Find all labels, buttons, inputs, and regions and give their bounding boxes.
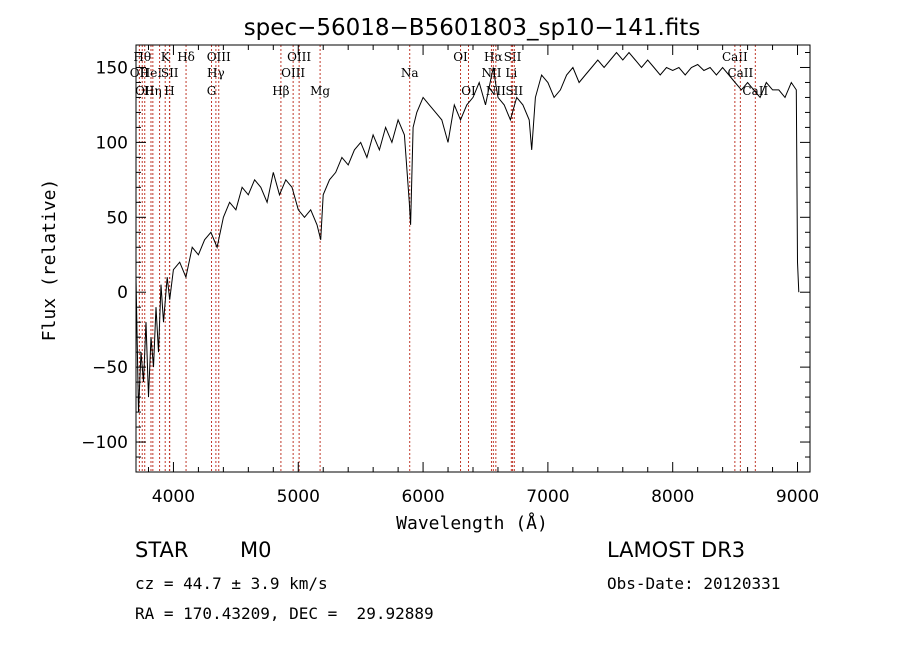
- y-axis-ticks: −100 −50 0 50 100 150: [81, 51, 810, 458]
- y-axis-label: Flux (relative): [39, 179, 60, 342]
- plot-frame: [135, 44, 811, 473]
- y-tick-label: 50: [106, 208, 128, 228]
- spectral-line-label: Hα: [484, 50, 503, 64]
- spectral-line-label: Li: [505, 66, 517, 80]
- coordinates: RA = 170.43209, DEC = 29.92889: [135, 604, 434, 623]
- spectral-line-label: CaII: [722, 50, 748, 64]
- spectral-line-label: K: [161, 50, 171, 64]
- spectral-line-label: OIII: [207, 50, 231, 64]
- x-tick-label: 6000: [401, 487, 444, 507]
- spectral-line-label: OI: [453, 50, 468, 64]
- spectral-line-label: OI: [461, 84, 476, 98]
- chart-title: spec−56018−B5601803_sp10−141.fits: [244, 15, 701, 41]
- y-tick-label: −100: [81, 433, 128, 453]
- spectral-line-label: CaII: [727, 66, 753, 80]
- x-tick-label: 9000: [776, 487, 819, 507]
- observation-date: Obs-Date: 20120331: [607, 574, 781, 593]
- spectral-line-label: HeI: [140, 66, 163, 80]
- spectral-line-label: Na: [401, 66, 419, 80]
- spectral-line-label: Hβ: [272, 84, 289, 98]
- spectral-line-label: NII: [481, 66, 501, 80]
- spectral-line-label: NII: [486, 84, 506, 98]
- spectral-line-label: SII: [505, 84, 523, 98]
- spectral-line-label: OII: [135, 84, 155, 98]
- x-tick-label: 5000: [277, 487, 320, 507]
- spectral-line-label: SII: [161, 66, 179, 80]
- spectral-line-label: OIII: [281, 66, 305, 80]
- x-tick-label: 7000: [526, 487, 569, 507]
- spectrum-line: [135, 51, 800, 413]
- spectral-line-label: OIII: [287, 50, 311, 64]
- redshift-cz: cz = 44.7 ± 3.9 km/s: [135, 574, 328, 593]
- survey-name: LAMOST DR3: [607, 538, 746, 562]
- y-tick-label: 0: [117, 283, 128, 303]
- spectral-line-label: Hθ: [133, 50, 151, 64]
- y-tick-label: −50: [92, 358, 128, 378]
- spectral-line-markers: OIIHθOIIHeIHηKHSIIHδGHγOIIIHβOIIIOIIIMgN…: [130, 45, 768, 472]
- spectral-line-label: SII: [504, 50, 522, 64]
- spectral-line-label: Hγ: [207, 66, 225, 80]
- spectral-line-label: Mg: [310, 84, 330, 98]
- object-class: STAR: [135, 538, 189, 562]
- spectral-line-label: G: [207, 84, 217, 98]
- spectral-line-label: Hδ: [177, 50, 195, 64]
- x-tick-label: 4000: [152, 487, 195, 507]
- x-axis-ticks: 4000 5000 6000 7000 8000 9000: [147, 45, 819, 507]
- x-tick-label: 8000: [651, 487, 694, 507]
- object-subclass: M0: [240, 538, 272, 562]
- spectral-line-label: CaII: [742, 84, 768, 98]
- y-tick-label: 100: [96, 133, 128, 153]
- spectral-line-label: Hη: [144, 84, 162, 98]
- y-tick-label: 150: [96, 58, 128, 78]
- x-axis-label: Wavelength (Å): [396, 512, 548, 534]
